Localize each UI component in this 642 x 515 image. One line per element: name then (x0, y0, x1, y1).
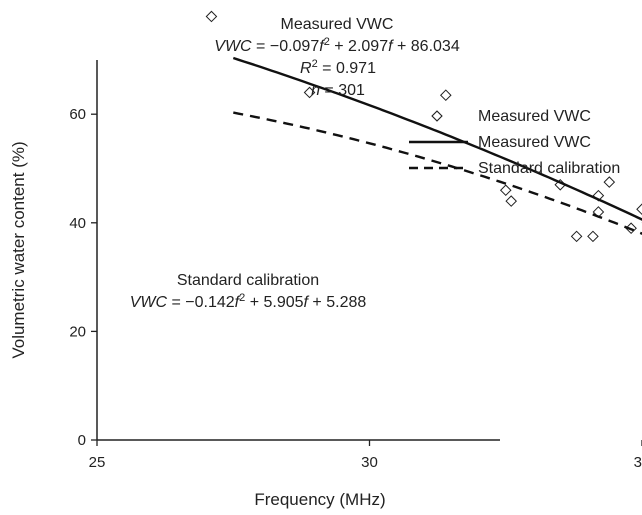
measured-equation: VWC = −0.097f2 + 2.097f + 86.034 (214, 36, 460, 55)
measured-fit-curve (232, 56, 642, 221)
scatter-point (440, 89, 452, 101)
legend-item-measured-fit: Measured VWC (409, 134, 591, 151)
legend-item-measured-points: Measured VWC (431, 108, 591, 125)
legend-diamond-marker (431, 110, 443, 122)
x-axis-title: Frequency (MHz) (254, 490, 385, 509)
y-tick-label: 60 (69, 106, 86, 123)
y-tick-label: 0 (78, 432, 86, 449)
scatter-point (570, 230, 583, 243)
y-tick-label: 20 (69, 323, 86, 340)
legend: Measured VWC Measured VWC Standard calib… (409, 108, 620, 177)
x-tick-label: 35 (634, 454, 642, 471)
standard-equation: VWC = −0.142f2 + 5.905f + 5.288 (130, 292, 367, 311)
r-squared: R2 = 0.971 (300, 58, 376, 77)
scatter-point (636, 203, 642, 216)
standard-calibration-curve (233, 111, 642, 235)
scatter-point (505, 195, 517, 207)
legend-label-measured-points: Measured VWC (478, 108, 591, 125)
legend-label-measured-fit: Measured VWC (478, 134, 591, 151)
x-tick-label: 30 (361, 454, 378, 471)
scatter-point (587, 230, 599, 243)
x-ticks: 25303540 (89, 440, 642, 471)
n-count: n = 301 (311, 82, 365, 99)
measured-title: Measured VWC (281, 16, 394, 33)
x-tick-label: 25 (89, 454, 106, 471)
measured-annotation: Measured VWC VWC = −0.097f2 + 2.097f + 8… (214, 16, 460, 99)
scatter-series (205, 10, 642, 243)
legend-label-standard: Standard calibration (478, 160, 620, 177)
y-tick-label: 40 (69, 215, 86, 232)
standard-annotation: Standard calibration VWC = −0.142f2 + 5.… (130, 272, 367, 311)
y-axis-title: Volumetric water content (%) (9, 141, 28, 358)
scatter-point (625, 222, 637, 235)
legend-item-standard: Standard calibration (409, 160, 620, 177)
y-ticks: 0 20 40 60 (69, 106, 97, 449)
axes (96, 60, 500, 441)
line-series (232, 56, 642, 235)
standard-title: Standard calibration (177, 272, 319, 289)
scatter-point (499, 184, 512, 197)
scatter-point (303, 86, 316, 99)
scatter-point (205, 10, 218, 23)
scatter-point (603, 176, 616, 188)
